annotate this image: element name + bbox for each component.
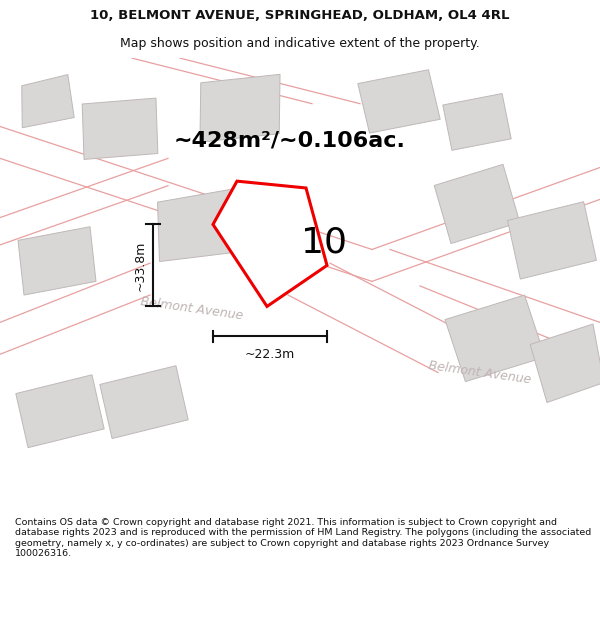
Polygon shape <box>158 188 244 261</box>
Polygon shape <box>530 324 600 402</box>
Text: ~428m²/~0.106ac.: ~428m²/~0.106ac. <box>174 130 406 150</box>
Polygon shape <box>508 202 596 279</box>
Polygon shape <box>443 94 511 150</box>
Text: Belmont Avenue: Belmont Avenue <box>140 295 244 322</box>
Text: 10: 10 <box>301 226 347 259</box>
Polygon shape <box>200 74 280 142</box>
Polygon shape <box>358 70 440 133</box>
Polygon shape <box>445 295 545 382</box>
Polygon shape <box>434 164 520 244</box>
Text: Map shows position and indicative extent of the property.: Map shows position and indicative extent… <box>120 38 480 51</box>
Polygon shape <box>100 366 188 439</box>
Text: Belmont Avenue: Belmont Avenue <box>428 359 532 386</box>
Polygon shape <box>16 375 104 448</box>
Text: ~22.3m: ~22.3m <box>245 348 295 361</box>
Text: Contains OS data © Crown copyright and database right 2021. This information is : Contains OS data © Crown copyright and d… <box>15 518 591 558</box>
Polygon shape <box>213 181 327 306</box>
Polygon shape <box>82 98 158 159</box>
Text: 10, BELMONT AVENUE, SPRINGHEAD, OLDHAM, OL4 4RL: 10, BELMONT AVENUE, SPRINGHEAD, OLDHAM, … <box>90 9 510 22</box>
Polygon shape <box>18 227 96 295</box>
Polygon shape <box>22 74 74 128</box>
Text: ~33.8m: ~33.8m <box>133 240 146 291</box>
